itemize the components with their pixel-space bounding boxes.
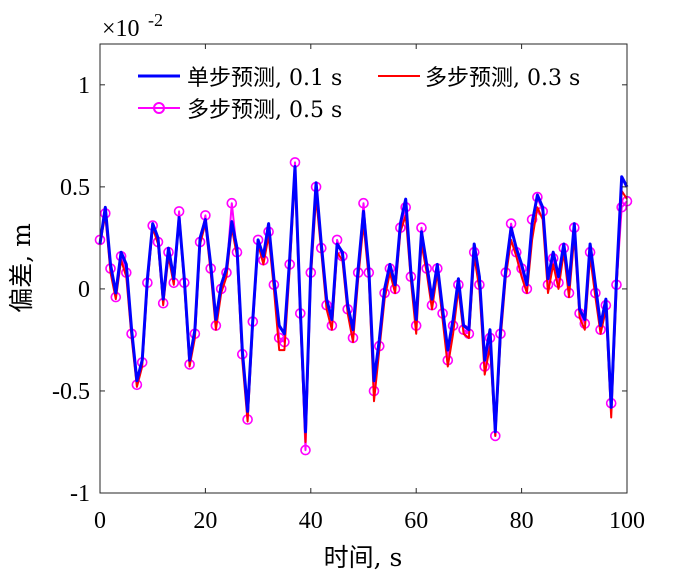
series-1: [98, 165, 629, 434]
axis-ticks: 0 20 40 60 80 100 -1 -0.5 0 0.5 1: [52, 44, 645, 534]
x-tick-label: 20: [193, 508, 217, 534]
legend-marker-series-3: [153, 102, 165, 114]
y-tick-label: -0.5: [52, 379, 90, 405]
y-multiplier-base: ×10: [102, 16, 140, 42]
y-multiplier-exponent: -2: [148, 10, 163, 30]
y-tick-label: 0.5: [60, 175, 90, 201]
x-axis-label: 时间, s: [324, 543, 403, 572]
x-tick-label: 60: [404, 508, 428, 534]
plot-frame: [99, 43, 628, 494]
series-3-point: [226, 197, 238, 209]
series-3-point: [358, 197, 369, 209]
legend-label-series-1: 单步预测, 0.1 s: [187, 66, 342, 91]
y-tick-label: 0: [78, 277, 90, 303]
legend-label-series-2: 多步预测, 0.3 s: [425, 66, 580, 91]
y-axis-label: 偏差, m: [7, 223, 36, 313]
series-line-1: [98, 165, 629, 434]
y-tick-label: 1: [78, 73, 90, 99]
x-tick-label: 100: [609, 508, 645, 534]
legend: 单步预测, 0.1 s 多步预测, 0.3 s 多步预测, 0.5 s: [138, 66, 580, 123]
legend-label-series-3: 多步预测, 0.5 s: [187, 98, 342, 123]
x-tick-label: 80: [510, 508, 534, 534]
y-multiplier: ×10 -2: [102, 10, 163, 42]
plot-area: [94, 157, 633, 456]
series-3-point: [173, 206, 185, 217]
y-tick-label: -1: [70, 481, 90, 507]
x-tick-label: 40: [299, 508, 323, 534]
series-3-point: [300, 444, 311, 456]
x-tick-label: 0: [94, 508, 106, 534]
